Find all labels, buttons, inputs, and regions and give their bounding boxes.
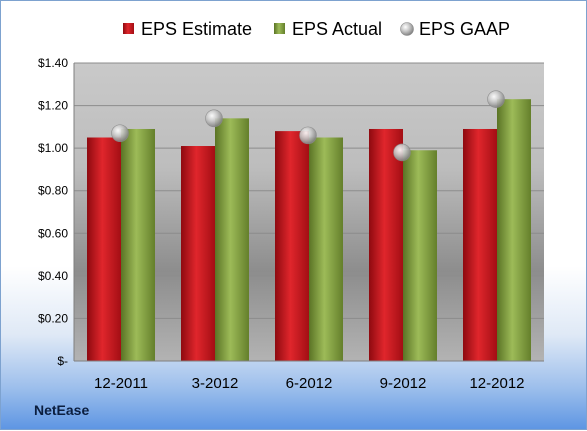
x-category-label: 3-2012 (192, 375, 239, 392)
x-axis-labels: 12-2011 3-2012 6-2012 9-2012 12-2012 (94, 375, 525, 392)
y-tick-label: $0.60 (38, 226, 68, 240)
bar-eps-estimate (463, 128, 497, 361)
bar-eps-estimate (369, 128, 403, 361)
legend-label-eps-gaap: EPS GAAP (419, 19, 510, 39)
bar-eps-estimate (275, 131, 309, 361)
bars (87, 99, 531, 361)
y-tick-label: $1.40 (38, 56, 68, 70)
company-label: NetEase (34, 402, 90, 418)
marker-eps-gaap (487, 90, 505, 108)
legend-marker-eps-gaap (400, 22, 414, 36)
legend-label-eps-actual: EPS Actual (292, 19, 382, 39)
y-tick-label: $0.20 (38, 311, 68, 325)
y-tick-label: $1.00 (38, 141, 68, 155)
bar-eps-estimate (181, 146, 215, 361)
bar-eps-actual (121, 128, 155, 361)
x-category-label: 12-2011 (94, 375, 148, 392)
legend-swatch-eps-actual (274, 23, 285, 34)
marker-eps-gaap (111, 124, 129, 143)
y-tick-label: $- (57, 354, 68, 368)
marker-eps-gaap (205, 109, 223, 128)
legend: EPS Estimate EPS Actual EPS GAAP (123, 19, 510, 39)
x-category-label: 6-2012 (286, 375, 333, 392)
y-axis-ticks: $- $0.20 $0.40 $0.60 $0.80 $1.00 $1.20 $1.40 (38, 56, 68, 368)
marker-eps-gaap (299, 126, 317, 145)
y-tick-label: $0.40 (38, 269, 68, 283)
bar-eps-estimate (87, 137, 121, 361)
x-category-label: 9-2012 (380, 375, 427, 392)
bar-eps-actual (403, 150, 437, 361)
y-tick-label: $0.80 (38, 184, 68, 198)
y-tick-label: $1.20 (38, 99, 68, 113)
bar-eps-actual (215, 118, 249, 361)
bar-eps-actual (309, 137, 343, 361)
bar-eps-actual (497, 99, 531, 361)
x-category-label: 12-2012 (469, 375, 524, 392)
gaap-markers (111, 90, 505, 162)
legend-swatch-eps-estimate (123, 23, 134, 34)
legend-label-eps-estimate: EPS Estimate (141, 19, 252, 39)
marker-eps-gaap (393, 143, 411, 162)
